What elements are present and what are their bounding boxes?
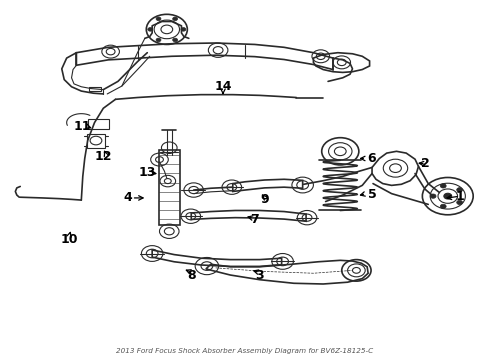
Circle shape	[430, 194, 436, 198]
Text: 14: 14	[214, 80, 232, 93]
Text: 11: 11	[74, 120, 92, 133]
Text: 2013 Ford Focus Shock Absorber Assembly Diagram for BV6Z-18125-C: 2013 Ford Focus Shock Absorber Assembly …	[117, 348, 373, 354]
Circle shape	[172, 17, 177, 21]
Text: 12: 12	[95, 150, 112, 163]
Text: 9: 9	[260, 193, 269, 206]
Text: 5: 5	[368, 188, 376, 201]
Text: 4: 4	[123, 192, 132, 204]
Circle shape	[181, 28, 186, 31]
Circle shape	[148, 28, 153, 31]
Circle shape	[441, 204, 446, 208]
Circle shape	[444, 193, 452, 199]
Text: 10: 10	[60, 233, 78, 246]
Text: 6: 6	[368, 152, 376, 165]
Text: 7: 7	[250, 213, 259, 226]
Text: 13: 13	[139, 166, 156, 179]
Text: 8: 8	[187, 269, 196, 282]
Circle shape	[172, 38, 177, 42]
Text: 1: 1	[456, 190, 465, 203]
Circle shape	[156, 38, 161, 42]
Circle shape	[457, 200, 463, 204]
Circle shape	[457, 188, 463, 192]
Circle shape	[156, 17, 161, 21]
Text: 2: 2	[421, 157, 430, 170]
Text: 3: 3	[255, 269, 264, 282]
Circle shape	[441, 184, 446, 188]
